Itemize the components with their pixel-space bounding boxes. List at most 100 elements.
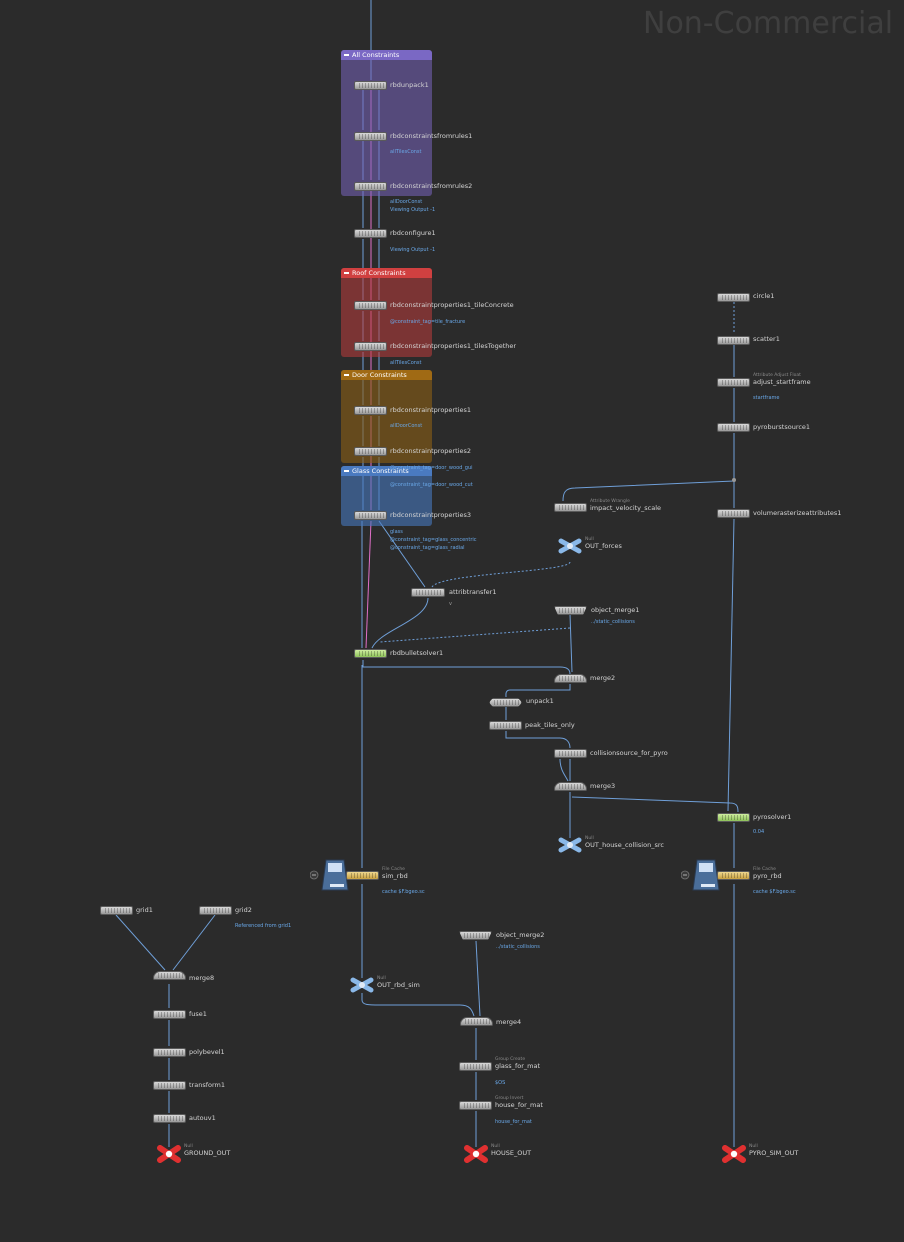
type-sim_rbd: File Cache bbox=[382, 867, 405, 872]
label-OUT_rbd_sim: OUT_rbd_sim bbox=[377, 981, 420, 989]
type-OUT_forces: Null bbox=[585, 537, 594, 542]
sub-rbdconstraintproperties3: glass bbox=[390, 529, 403, 535]
node-attribtransfer1[interactable] bbox=[411, 588, 445, 597]
label-pyrosolver1: pyrosolver1 bbox=[753, 813, 792, 821]
wire-dot[interactable] bbox=[732, 478, 736, 482]
node-adjust_startframe[interactable] bbox=[717, 378, 750, 387]
node-object_merge1[interactable] bbox=[554, 606, 587, 615]
netbox-all-constraints-title: All Constraints bbox=[341, 50, 432, 60]
type-OUT_rbd_sim: Null bbox=[377, 976, 386, 981]
sub-object_merge1: ../static_collisions bbox=[591, 619, 635, 625]
node-rbdconstraintsfromrules2[interactable] bbox=[354, 182, 387, 191]
type-HOUSE_OUT: Null bbox=[491, 1144, 500, 1149]
sub-rbdconstraintsfromrules1: allTilesConst bbox=[390, 149, 422, 155]
type-PYRO_SIM_OUT: Null bbox=[749, 1144, 758, 1149]
label-merge2: merge2 bbox=[590, 674, 616, 682]
label-HOUSE_OUT: HOUSE_OUT bbox=[491, 1149, 532, 1157]
node-pyrosolver1[interactable] bbox=[717, 813, 750, 822]
node-volumerasterizeattributes1[interactable] bbox=[717, 509, 750, 518]
label-OUT_house_collision_src: OUT_house_collision_src bbox=[585, 841, 664, 849]
node-impact_velocity_scale[interactable] bbox=[554, 503, 587, 512]
label-peak_tiles_only: peak_tiles_only bbox=[525, 721, 575, 729]
label-impact_velocity_scale: impact_velocity_scale bbox=[590, 504, 662, 512]
type-house_for_mat: Group Invert bbox=[495, 1096, 524, 1101]
node-rbdconstraintproperties2[interactable] bbox=[354, 447, 387, 456]
netbox-all-constraints[interactable]: All Constraints bbox=[341, 50, 432, 196]
node-autouv1[interactable] bbox=[153, 1114, 186, 1123]
node-grid1[interactable] bbox=[100, 906, 133, 915]
sub2-rbdconstraintsfromrules2: Viewing Output -1 bbox=[390, 207, 436, 213]
flag-attribtransfer1: v bbox=[449, 601, 452, 607]
label-tilestogether: rbdconstraintproperties1_tilesTogether bbox=[390, 342, 517, 350]
node-grid2[interactable] bbox=[199, 906, 232, 915]
node-tilestogether[interactable] bbox=[354, 342, 387, 351]
label-unpack1: unpack1 bbox=[526, 697, 554, 705]
node-merge4[interactable] bbox=[460, 1017, 493, 1026]
label-volumerasterizeattributes1: volumerasterizeattributes1 bbox=[753, 509, 842, 517]
label-merge8: merge8 bbox=[189, 974, 215, 982]
label-OUT_forces: OUT_forces bbox=[585, 542, 622, 550]
sub-pyrosolver1: 0.04 bbox=[753, 829, 765, 835]
node-sim_rbd[interactable] bbox=[346, 871, 379, 880]
node-house_for_mat[interactable] bbox=[459, 1101, 492, 1110]
node-merge2[interactable] bbox=[554, 674, 587, 683]
label-collisionsource_for_pyro: collisionsource_for_pyro bbox=[590, 749, 668, 757]
node-rbdconstraintproperties3[interactable] bbox=[354, 511, 387, 520]
type-GROUND_OUT: Null bbox=[184, 1144, 193, 1149]
sub-tileconcrete: @constraint_tag=tile_fracture bbox=[390, 319, 466, 325]
label-glass_for_mat: glass_for_mat bbox=[495, 1062, 540, 1070]
sub-rbdconstraintsfromrules2: allDoorConst bbox=[390, 199, 423, 205]
file-cache-icon bbox=[310, 859, 349, 891]
node-transform1[interactable] bbox=[153, 1081, 186, 1090]
output-null-icon bbox=[464, 1145, 488, 1163]
label-merge4: merge4 bbox=[496, 1018, 522, 1026]
sub-adjust_startframe: startframe bbox=[753, 395, 780, 401]
label-merge3: merge3 bbox=[590, 782, 616, 790]
node-merge8[interactable] bbox=[153, 971, 186, 980]
label-grid1: grid1 bbox=[136, 906, 153, 914]
node-polybevel1[interactable] bbox=[153, 1048, 186, 1057]
node-collisionsource_for_pyro[interactable] bbox=[554, 749, 587, 758]
node-rbdbulletsolver1[interactable] bbox=[354, 649, 387, 658]
label-rbdconstraintproperties1: rbdconstraintproperties1 bbox=[390, 406, 471, 414]
sub-glass_for_mat: $OS bbox=[495, 1080, 506, 1086]
label-house_for_mat: house_for_mat bbox=[495, 1101, 543, 1109]
node-object_merge2[interactable] bbox=[459, 931, 492, 940]
node-rbdconstraintproperties1[interactable] bbox=[354, 406, 387, 415]
label-adjust_startframe: adjust_startframe bbox=[753, 378, 811, 386]
label-GROUND_OUT: GROUND_OUT bbox=[184, 1149, 231, 1157]
label-polybevel1: polybevel1 bbox=[189, 1048, 225, 1056]
node-circle1[interactable] bbox=[717, 293, 750, 302]
node-tileconcrete[interactable] bbox=[354, 301, 387, 310]
label-grid2: grid2 bbox=[235, 906, 252, 914]
null-node-icon bbox=[558, 837, 582, 853]
output-null-icon bbox=[722, 1145, 746, 1163]
node-rbdconfigure1[interactable] bbox=[354, 229, 387, 238]
node-peak_tiles_only[interactable] bbox=[489, 721, 522, 730]
type-pyro_rbd: File Cache bbox=[753, 867, 776, 872]
node-glass_for_mat[interactable] bbox=[459, 1062, 492, 1071]
label-rbdunpack1: rbdunpack1 bbox=[390, 81, 429, 89]
node-merge3[interactable] bbox=[554, 782, 587, 791]
sub-grid2: Referenced from grid1 bbox=[235, 923, 292, 929]
type-adjust_startframe: Attribute Adjust Float bbox=[753, 373, 801, 378]
node-scatter1[interactable] bbox=[717, 336, 750, 345]
null-node-icon bbox=[558, 538, 582, 554]
label-transform1: transform1 bbox=[189, 1081, 226, 1089]
sub-tilestogether: allTilesConst bbox=[390, 360, 422, 366]
label-rbdbulletsolver1: rbdbulletsolver1 bbox=[390, 649, 444, 657]
label-rbdconstraintsfromrules2: rbdconstraintsfromrules2 bbox=[390, 182, 473, 190]
node-pyroburstsource1[interactable] bbox=[717, 423, 750, 432]
node-pyro_rbd[interactable] bbox=[717, 871, 750, 880]
label-rbdconstraintsfromrules1: rbdconstraintsfromrules1 bbox=[390, 132, 473, 140]
label-PYRO_SIM_OUT: PYRO_SIM_OUT bbox=[749, 1149, 799, 1157]
sub-sim_rbd: cache $F.bgeo.sc bbox=[382, 889, 425, 895]
node-rbdunpack1[interactable] bbox=[354, 81, 387, 90]
node-unpack1[interactable] bbox=[489, 698, 522, 707]
node-fuse1[interactable] bbox=[153, 1010, 186, 1019]
node-rbdconstraintsfromrules1[interactable] bbox=[354, 132, 387, 141]
label-fuse1: fuse1 bbox=[189, 1010, 207, 1018]
label-rbdconstraintproperties3: rbdconstraintproperties3 bbox=[390, 511, 471, 519]
type-OUT_house_collision_src: Null bbox=[585, 836, 594, 841]
